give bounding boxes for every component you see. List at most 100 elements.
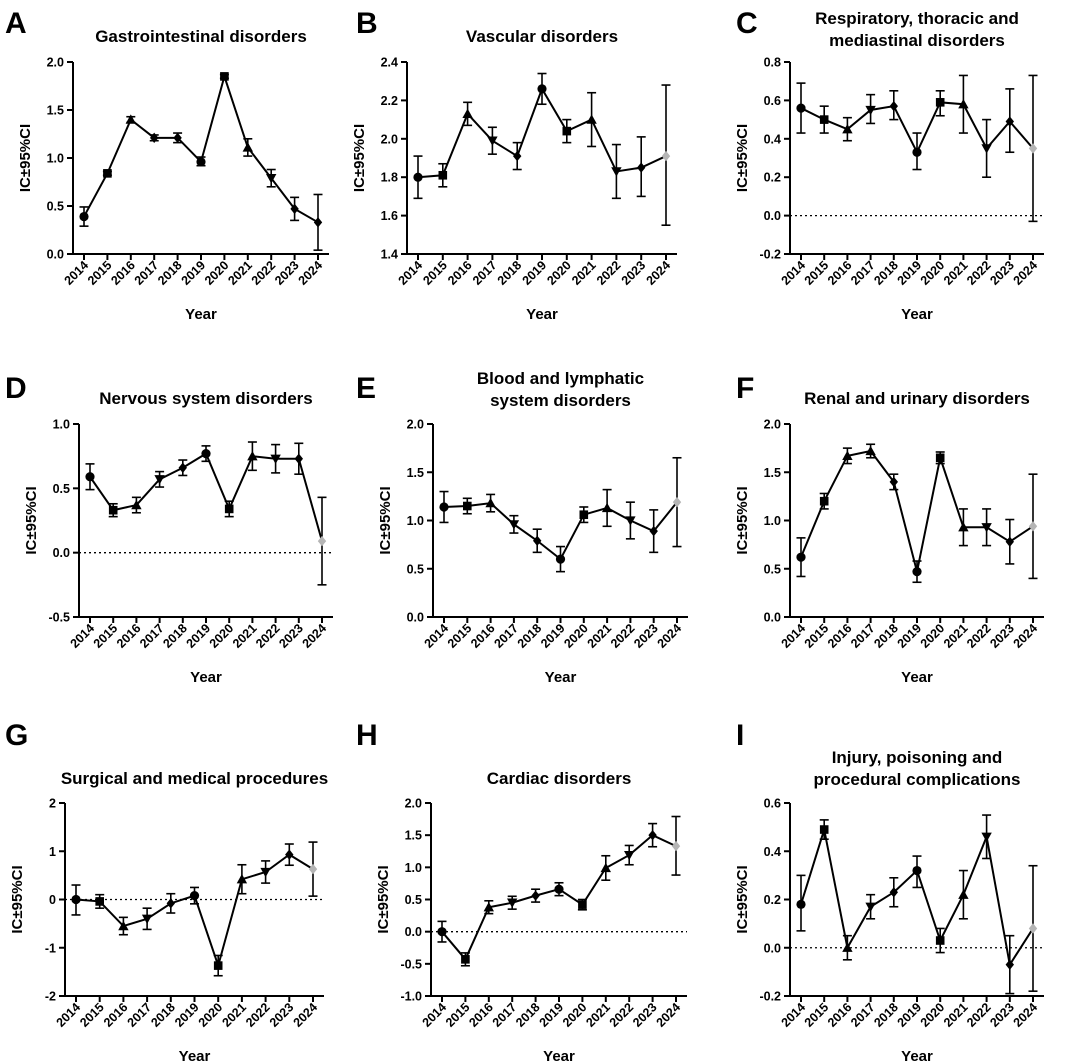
chart-title: Cardiac disorders — [487, 769, 632, 788]
chart-title: procedural complications — [814, 770, 1021, 789]
data-point — [463, 501, 472, 511]
chart-title: Nervous system disorders — [99, 389, 313, 408]
data-point-grey — [672, 496, 682, 508]
data-point — [166, 898, 175, 909]
y-axis-title: IC±95%CI — [377, 486, 394, 554]
data-point — [796, 552, 806, 562]
x-tick-label: 2019 — [895, 621, 925, 651]
data-point-grey — [308, 863, 318, 875]
series-line — [83, 72, 319, 224]
data-point-grey — [671, 840, 681, 852]
x-tick-label: 2017 — [132, 258, 162, 288]
x-tick-label: 2017 — [848, 258, 878, 288]
data-point — [189, 891, 200, 901]
y-tick-label: 1.5 — [407, 466, 424, 480]
panel-letter: C — [736, 7, 758, 40]
y-tick-label: 1 — [49, 845, 56, 859]
x-tick-label: 2016 — [825, 258, 855, 288]
y-tick-label: 0.0 — [53, 546, 70, 560]
data-point-grey — [1028, 923, 1038, 934]
x-tick-label: 2014 — [420, 1000, 450, 1030]
x-tick-label: 2018 — [160, 621, 190, 651]
y-tick-label: 0.0 — [764, 941, 781, 955]
data-point — [912, 567, 922, 577]
data-point — [313, 217, 323, 228]
panel-e: E Blood and lymphatic system disorders 0.0 0… — [356, 369, 688, 686]
y-tick-label: 2.4 — [381, 56, 398, 70]
data-point-grey — [317, 535, 327, 547]
data-point — [508, 520, 520, 530]
data-point — [958, 889, 969, 899]
x-tick-label: 2021 — [219, 1000, 249, 1030]
data-point — [507, 898, 518, 908]
x-tick-label: 2014 — [422, 621, 452, 651]
x-tick-label: 2017 — [848, 1000, 878, 1030]
data-point — [889, 100, 898, 112]
y-axis-title: IC±95%CI — [9, 865, 26, 933]
data-point — [483, 902, 494, 912]
y-tick-label: 1.0 — [47, 152, 64, 166]
panel-i: I Injury, poisoning and procedural complic… — [734, 719, 1044, 1064]
x-tick-label: 2019 — [520, 258, 550, 288]
x-tick-label: 2021 — [585, 621, 615, 651]
panel-letter: I — [736, 719, 744, 752]
x-tick-label: 2022 — [253, 621, 283, 651]
x-tick-label: 2015 — [77, 1000, 107, 1030]
x-tick-label: 2024 — [296, 258, 326, 288]
data-point — [562, 126, 572, 136]
x-tick-label: 2024 — [1011, 1000, 1041, 1030]
data-point — [285, 849, 294, 860]
y-tick-label: 1.0 — [405, 861, 422, 875]
panel-letter: B — [356, 7, 378, 40]
y-tick-label: -2 — [45, 990, 56, 1004]
data-point — [461, 955, 470, 964]
y-axis-title: IC±95%CI — [734, 486, 751, 554]
data-point — [865, 902, 876, 912]
x-tick-label: 2016 — [825, 621, 855, 651]
data-point — [79, 211, 89, 222]
data-point — [842, 942, 853, 952]
x-tick-label: 2016 — [101, 1000, 131, 1030]
x-tick-label: 2016 — [114, 621, 144, 651]
data-point — [625, 516, 636, 526]
data-point — [290, 203, 299, 215]
y-tick-label: 1.8 — [381, 171, 398, 185]
data-point — [537, 84, 547, 94]
data-point — [437, 927, 447, 937]
data-point — [438, 170, 448, 180]
data-point — [270, 454, 281, 464]
data-point — [213, 961, 223, 970]
data-point — [586, 114, 597, 124]
data-point — [796, 899, 806, 909]
data-point — [71, 894, 81, 905]
x-tick-label: 2017 — [491, 621, 521, 651]
x-tick-label: 2021 — [569, 258, 599, 288]
y-axis-title: IC±95%CI — [734, 124, 751, 192]
x-tick-label: 2024 — [1011, 621, 1041, 651]
x-tick-label: 2014 — [396, 258, 426, 288]
y-tick-label: 0.0 — [405, 925, 422, 939]
x-tick-label: 2015 — [85, 258, 115, 288]
data-point — [555, 554, 566, 564]
y-tick-label: 2.0 — [407, 418, 424, 432]
x-tick-label: 2024 — [1011, 258, 1041, 288]
data-point — [487, 136, 498, 146]
data-point — [935, 98, 945, 107]
x-tick-label: 2019 — [172, 1000, 202, 1030]
x-tick-label: 2022 — [607, 1000, 637, 1030]
y-tick-label: 0.0 — [764, 209, 781, 223]
x-tick-label: 2017 — [470, 258, 500, 288]
x-tick-label: 2022 — [964, 1000, 994, 1030]
x-tick-label: 2016 — [466, 1000, 496, 1030]
panel-letter: H — [356, 719, 378, 752]
x-tick-label: 2022 — [964, 258, 994, 288]
y-axis-title: IC±95%CI — [351, 124, 368, 192]
data-point — [842, 124, 853, 134]
data-point — [118, 920, 129, 931]
y-tick-label: -0.2 — [759, 248, 781, 262]
y-tick-label: 0.8 — [764, 56, 781, 70]
series-line — [89, 452, 323, 542]
data-point — [141, 914, 153, 924]
x-tick-label: 2017 — [490, 1000, 520, 1030]
